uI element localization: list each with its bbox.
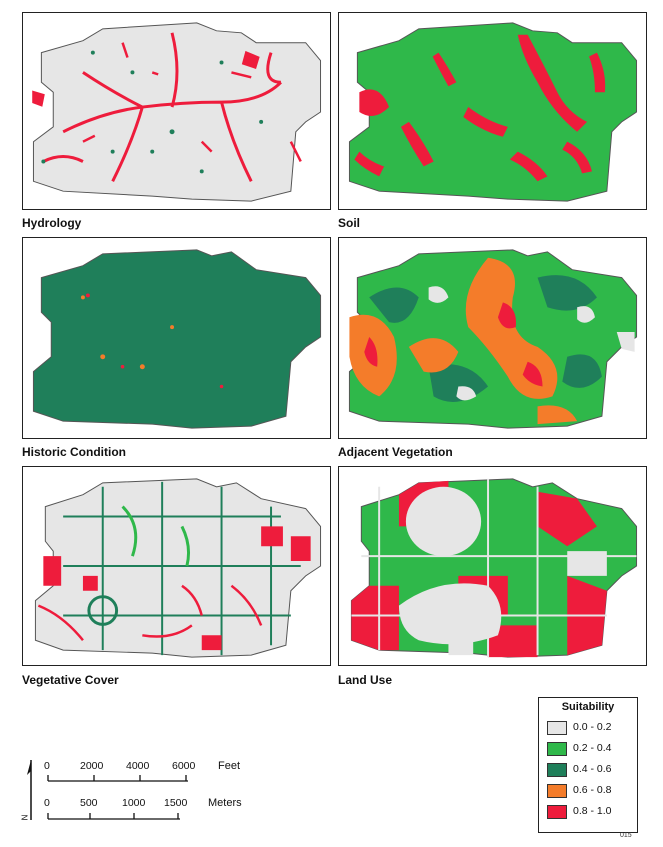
map-panel-historic [22, 237, 331, 439]
legend-item: 0.2 - 0.4 [547, 741, 627, 758]
legend-label: 0.8 - 1.0 [573, 805, 612, 817]
legend-title: Suitability [561, 701, 615, 713]
map-panel-hydrology [22, 12, 331, 210]
adjacent-vegetation-map [348, 249, 638, 429]
scale-bar-graphic [27, 760, 188, 820]
feet-tick-2000: 2000 [80, 760, 104, 772]
legend-swatch [547, 763, 567, 777]
map-title-soil: Soil [338, 216, 361, 230]
legend-swatch [547, 805, 567, 819]
legend-swatch [547, 784, 567, 798]
feet-tick-4000: 4000 [126, 760, 150, 772]
meter-tick-0: 0 [44, 797, 50, 809]
historic-condition-map [32, 249, 322, 429]
legend-item: 0.8 - 1.0 [547, 804, 627, 821]
map-title-vegetative: Vegetative Cover [22, 673, 119, 687]
legend-label: 0.2 - 0.4 [573, 742, 612, 754]
legend-item: 0.4 - 0.6 [547, 762, 627, 779]
soil-map [348, 22, 638, 202]
meter-tick-1500: 1500 [164, 797, 188, 809]
map-panel-landuse [338, 466, 647, 666]
feet-tick-0: 0 [44, 760, 50, 772]
legend-label: 0.0 - 0.2 [573, 721, 612, 733]
suitability-legend: Suitability 0.0 - 0.2 0.2 - 0.4 0.4 - 0.… [538, 697, 638, 833]
map-panel-adjacent [338, 237, 647, 439]
map-title-historic: Historic Condition [22, 445, 126, 459]
feet-tick-6000: 6000 [172, 760, 196, 772]
north-label: N [20, 814, 30, 821]
feet-unit: Feet [218, 760, 241, 772]
north-arrow-icon [27, 760, 31, 775]
land-use-map [350, 478, 638, 658]
legend-item: 0.0 - 0.2 [547, 720, 627, 737]
legend-item: 0.6 - 0.8 [547, 783, 627, 800]
map-title-hydrology: Hydrology [22, 216, 82, 230]
meter-unit: Meters [208, 797, 242, 809]
meter-tick-500: 500 [80, 797, 98, 809]
legend-label: 0.4 - 0.6 [573, 763, 612, 775]
legend-label: 0.6 - 0.8 [573, 784, 612, 796]
meter-tick-1000: 1000 [122, 797, 146, 809]
map-panel-vegetative [22, 466, 331, 666]
vegetative-cover-map [34, 478, 322, 658]
legend-swatch [547, 742, 567, 756]
legend-swatch [547, 721, 567, 735]
scale-bar: 0 2000 4000 6000 Feet 0 500 1000 1500 Me… [18, 755, 278, 835]
map-title-landuse: Land Use [338, 673, 393, 687]
map-title-adjacent: Adjacent Vegetation [338, 445, 453, 459]
hydrology-map [32, 22, 322, 202]
map-panel-soil [338, 12, 647, 210]
figure-id: 015 [620, 832, 632, 839]
